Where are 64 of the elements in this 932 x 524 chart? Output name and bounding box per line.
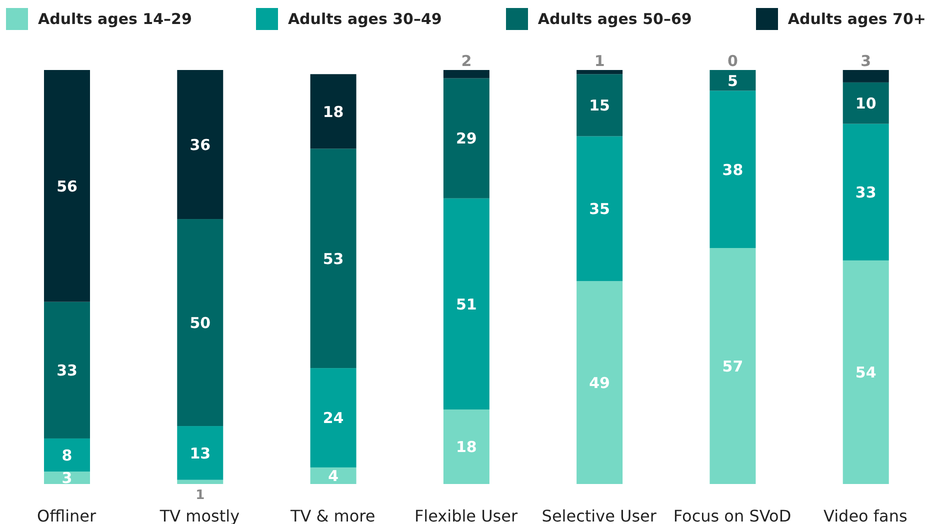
bar (310, 467, 356, 484)
data-label: 24 (322, 409, 344, 428)
bar (710, 248, 756, 484)
data-label: 5 (727, 72, 738, 90)
bar (576, 281, 623, 484)
data-label: 3 (860, 52, 872, 70)
x-tick-label: Offliner (37, 506, 97, 524)
data-label: 18 (322, 102, 344, 121)
bar (576, 74, 623, 136)
bar (177, 426, 224, 480)
bar (44, 302, 90, 438)
bar (443, 78, 490, 198)
data-label: 1 (196, 488, 205, 503)
x-tick-label: TV & more (289, 506, 376, 524)
data-label: 8 (62, 446, 72, 464)
legend-label: Adults ages 70+ (788, 10, 926, 28)
data-label: 10 (855, 94, 876, 113)
x-tick-label: Video fans (824, 506, 908, 524)
legend-label: Adults ages 14–29 (38, 10, 192, 28)
bar (310, 148, 356, 368)
data-label: 36 (190, 136, 211, 154)
bar (576, 70, 623, 74)
bar (44, 438, 90, 472)
data-label: 33 (56, 362, 78, 380)
legend-label: Adults ages 30–49 (288, 10, 442, 28)
bar (310, 74, 356, 149)
x-tick-label: Focus on SVoD (673, 506, 792, 524)
bar (842, 260, 889, 484)
data-label: 15 (589, 96, 610, 115)
data-label: 50 (190, 314, 211, 332)
bar (710, 90, 756, 248)
bar (443, 409, 490, 484)
x-tick-label: Flexible User (414, 506, 518, 524)
bar (177, 480, 224, 484)
data-label: 4 (328, 467, 339, 486)
data-label: 49 (589, 374, 610, 392)
data-label: 35 (589, 200, 610, 218)
data-label: 29 (456, 130, 477, 148)
data-label: 1 (594, 52, 605, 70)
bar (177, 219, 224, 426)
data-label: 53 (322, 250, 344, 268)
data-label: 18 (456, 438, 477, 456)
bar (842, 124, 889, 260)
bar (842, 70, 889, 82)
bar (44, 70, 90, 302)
bar (443, 70, 490, 78)
data-label: 0 (727, 52, 738, 70)
legend-label: Adults ages 50–69 (538, 10, 692, 28)
data-label: 38 (722, 160, 744, 179)
x-tick-label: Selective User (542, 506, 657, 524)
bar (443, 198, 490, 410)
data-label: 54 (855, 364, 876, 382)
bar (576, 136, 623, 282)
data-label: 51 (456, 295, 477, 314)
data-label: 13 (190, 444, 211, 462)
data-label: 57 (722, 357, 744, 376)
bar (842, 82, 889, 124)
data-label: 3 (62, 469, 72, 488)
data-label: 2 (461, 52, 472, 70)
bar (310, 368, 356, 468)
bar (177, 70, 224, 220)
bar (710, 70, 756, 91)
data-label: 56 (56, 177, 78, 196)
data-label: 33 (855, 184, 876, 202)
